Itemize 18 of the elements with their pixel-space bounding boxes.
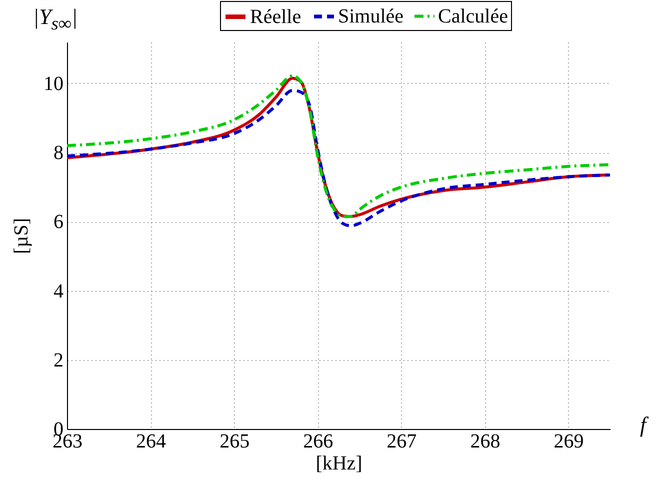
x-tick-label: 267 xyxy=(386,430,417,452)
x-tick-label: 264 xyxy=(136,430,166,452)
legend-label: Simulée xyxy=(338,6,404,28)
text: f xyxy=(640,412,646,438)
x-tick-label: 266 xyxy=(303,430,334,452)
x-axis-title: [kHz] xyxy=(316,452,362,474)
legend-label: Calculée xyxy=(438,5,508,28)
y-tick-label: 10 xyxy=(44,72,64,95)
y-tick-label: 4 xyxy=(54,280,64,302)
x-tick-label: 269 xyxy=(554,430,584,452)
y-tick-label: 2 xyxy=(54,349,64,372)
text: |Y$_{s∞}$| xyxy=(33,4,78,34)
y-tick-label: 8 xyxy=(54,142,64,164)
y-tick-label: 6 xyxy=(54,211,64,234)
y-axis-title: [µS] xyxy=(10,218,32,254)
x-tick-label: 268 xyxy=(470,430,500,452)
x-tick-label: 265 xyxy=(220,430,250,452)
legend-label: Réelle xyxy=(250,6,302,28)
